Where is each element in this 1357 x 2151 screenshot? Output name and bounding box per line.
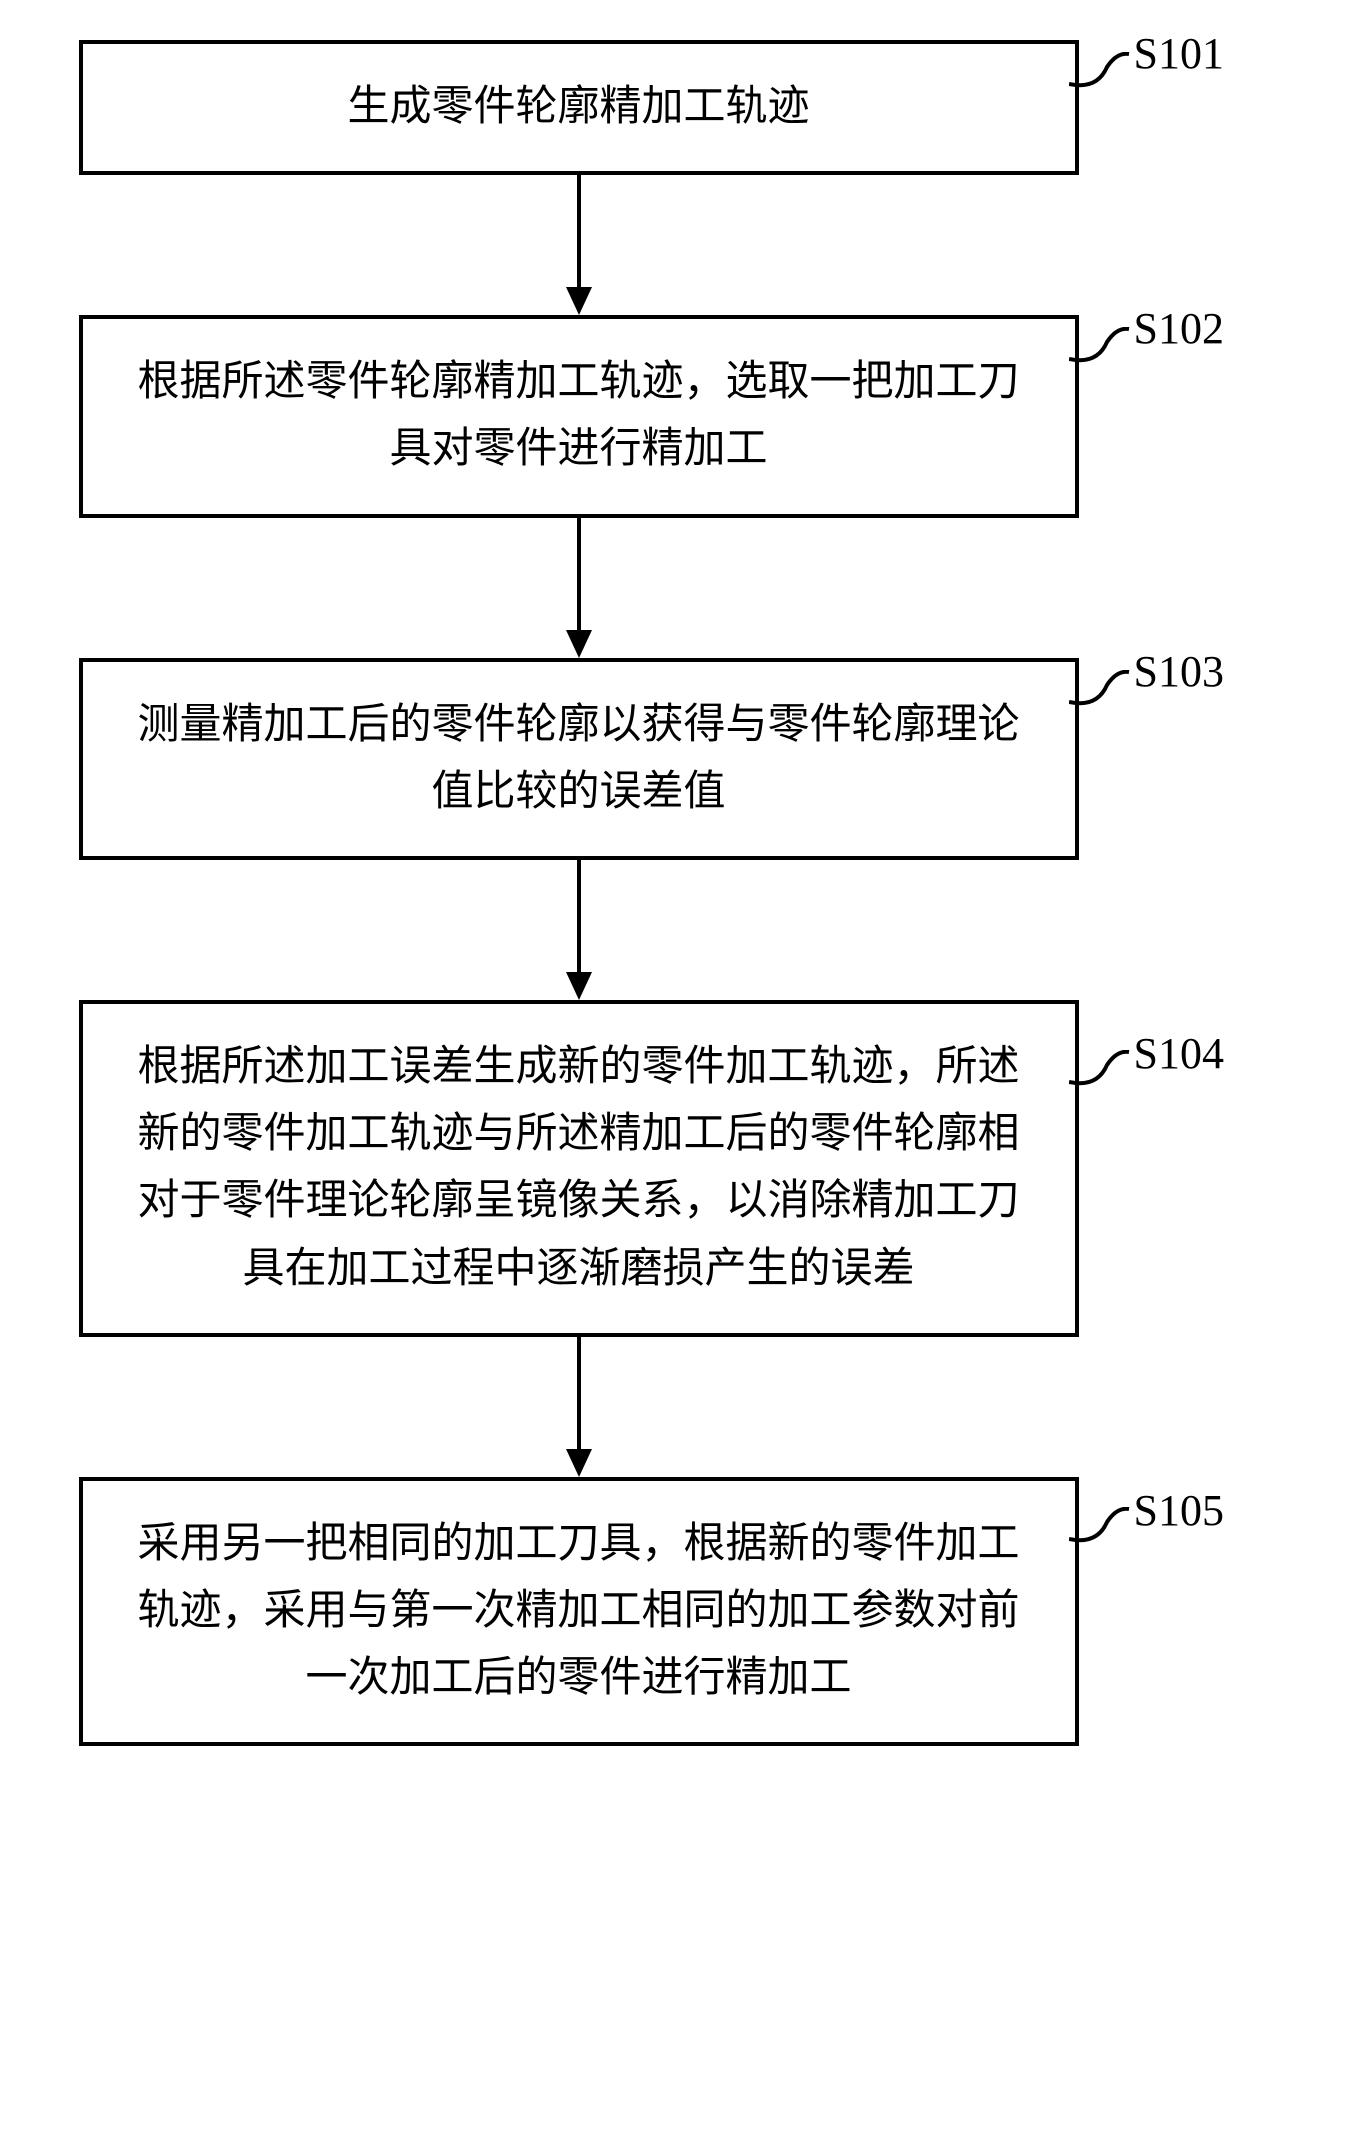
flow-step-text: 采用另一把相同的加工刀具，根据新的零件加工轨迹，采用与第一次精加工相同的加工参数… [137,1521,1019,1701]
arrow-down-icon [554,518,604,658]
callout-curve-icon [1069,1050,1139,1090]
flow-step-text: 测量精加工后的零件轮廓以获得与零件轮廓理论值比较的误差值 [137,702,1019,815]
callout-curve-icon [1069,327,1139,367]
connector [79,1337,1079,1477]
flow-step-text: 生成零件轮廓精加工轨迹 [347,84,809,130]
flow-step-box: 采用另一把相同的加工刀具，根据新的零件加工轨迹，采用与第一次精加工相同的加工参数… [79,1477,1079,1747]
step-label: S102 [1134,303,1224,354]
callout-curve-icon [1069,1507,1139,1547]
flowchart-container: 生成零件轮廓精加工轨迹 S101 根据所述零件轮廓精加工轨迹，选取一把加工刀具对… [79,40,1279,1746]
step-label: S101 [1134,28,1224,79]
arrow-down-icon [554,175,604,315]
connector [79,860,1079,1000]
callout-curve-icon [1069,52,1139,92]
step-label: S103 [1134,646,1224,697]
flow-step-box: 根据所述零件轮廓精加工轨迹，选取一把加工刀具对零件进行精加工 [79,315,1079,517]
step-row: 生成零件轮廓精加工轨迹 S101 [79,40,1279,175]
flow-step-text: 根据所述零件轮廓精加工轨迹，选取一把加工刀具对零件进行精加工 [137,359,1019,472]
flow-step-box: 根据所述加工误差生成新的零件加工轨迹，所述新的零件加工轨迹与所述精加工后的零件轮… [79,1000,1079,1337]
flow-step-text: 根据所述加工误差生成新的零件加工轨迹，所述新的零件加工轨迹与所述精加工后的零件轮… [137,1044,1019,1292]
arrow-down-icon [554,1337,604,1477]
connector [79,175,1079,315]
callout-curve-icon [1069,670,1139,710]
step-row: 采用另一把相同的加工刀具，根据新的零件加工轨迹，采用与第一次精加工相同的加工参数… [79,1477,1279,1747]
step-row: 测量精加工后的零件轮廓以获得与零件轮廓理论值比较的误差值 S103 [79,658,1279,860]
step-row: 根据所述加工误差生成新的零件加工轨迹，所述新的零件加工轨迹与所述精加工后的零件轮… [79,1000,1279,1337]
flow-step-box: 生成零件轮廓精加工轨迹 [79,40,1079,175]
step-row: 根据所述零件轮廓精加工轨迹，选取一把加工刀具对零件进行精加工 S102 [79,315,1279,517]
step-label: S105 [1134,1485,1224,1536]
flow-step-box: 测量精加工后的零件轮廓以获得与零件轮廓理论值比较的误差值 [79,658,1079,860]
step-label: S104 [1134,1028,1224,1079]
arrow-down-icon [554,860,604,1000]
connector [79,518,1079,658]
